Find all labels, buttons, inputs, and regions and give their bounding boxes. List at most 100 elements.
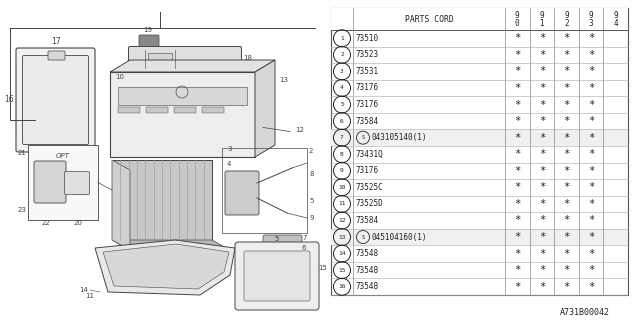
FancyBboxPatch shape bbox=[139, 35, 159, 47]
FancyBboxPatch shape bbox=[244, 251, 310, 301]
Text: OPT: OPT bbox=[56, 153, 70, 159]
FancyBboxPatch shape bbox=[225, 171, 259, 215]
Text: *: * bbox=[514, 199, 520, 209]
Polygon shape bbox=[110, 60, 275, 72]
FancyBboxPatch shape bbox=[22, 55, 88, 145]
Bar bbox=[110, 72, 255, 157]
Bar bbox=[112, 160, 212, 240]
Text: *: * bbox=[563, 249, 570, 259]
FancyBboxPatch shape bbox=[148, 53, 172, 63]
Text: 045104160(1): 045104160(1) bbox=[372, 233, 428, 242]
Text: 13: 13 bbox=[339, 235, 346, 240]
Text: *: * bbox=[514, 33, 520, 43]
Text: *: * bbox=[514, 83, 520, 93]
Text: *: * bbox=[539, 83, 545, 93]
Text: *: * bbox=[563, 282, 570, 292]
Text: *: * bbox=[588, 265, 594, 275]
FancyBboxPatch shape bbox=[129, 46, 241, 71]
Text: *: * bbox=[514, 282, 520, 292]
Text: *: * bbox=[563, 199, 570, 209]
FancyBboxPatch shape bbox=[65, 172, 90, 195]
Text: *: * bbox=[588, 116, 594, 126]
Bar bbox=[28, 145, 98, 220]
Text: 9: 9 bbox=[613, 12, 618, 20]
Text: 22: 22 bbox=[42, 220, 51, 226]
Text: *: * bbox=[539, 67, 545, 76]
Text: A731B00042: A731B00042 bbox=[560, 308, 610, 317]
Text: 3: 3 bbox=[227, 146, 232, 152]
Text: *: * bbox=[588, 133, 594, 143]
Text: *: * bbox=[588, 249, 594, 259]
Text: *: * bbox=[588, 83, 594, 93]
Text: 8: 8 bbox=[340, 152, 344, 157]
Text: 73525C: 73525C bbox=[356, 183, 384, 192]
Text: *: * bbox=[588, 232, 594, 242]
Text: *: * bbox=[539, 215, 545, 226]
Text: *: * bbox=[588, 33, 594, 43]
Text: 14: 14 bbox=[339, 251, 346, 256]
Text: *: * bbox=[514, 215, 520, 226]
Text: *: * bbox=[539, 149, 545, 159]
Text: 73525D: 73525D bbox=[356, 199, 384, 208]
Text: *: * bbox=[514, 265, 520, 275]
Text: 4: 4 bbox=[613, 20, 618, 28]
Text: *: * bbox=[514, 67, 520, 76]
Text: *: * bbox=[539, 199, 545, 209]
Polygon shape bbox=[112, 240, 230, 250]
Bar bbox=[331, 129, 628, 146]
Text: *: * bbox=[514, 100, 520, 109]
Text: 19: 19 bbox=[143, 27, 152, 33]
Text: *: * bbox=[588, 67, 594, 76]
Text: 12: 12 bbox=[339, 218, 346, 223]
Text: *: * bbox=[539, 282, 545, 292]
Bar bbox=[331, 229, 628, 245]
Bar bbox=[118, 107, 140, 113]
Text: *: * bbox=[539, 232, 545, 242]
Text: 043105140(1): 043105140(1) bbox=[372, 133, 428, 142]
FancyBboxPatch shape bbox=[263, 235, 302, 261]
Text: *: * bbox=[563, 116, 570, 126]
Text: *: * bbox=[588, 50, 594, 60]
Text: 17: 17 bbox=[51, 37, 61, 46]
Bar bbox=[202, 107, 224, 113]
Text: 73510: 73510 bbox=[356, 34, 379, 43]
Text: 9: 9 bbox=[589, 12, 593, 20]
Text: 3: 3 bbox=[589, 20, 593, 28]
Text: *: * bbox=[588, 149, 594, 159]
Text: 16: 16 bbox=[4, 95, 14, 105]
Text: S: S bbox=[362, 135, 365, 140]
Polygon shape bbox=[112, 160, 130, 250]
Text: 9: 9 bbox=[564, 12, 569, 20]
Text: *: * bbox=[539, 166, 545, 176]
Text: 7: 7 bbox=[340, 135, 344, 140]
Text: *: * bbox=[563, 100, 570, 109]
Text: 73523: 73523 bbox=[356, 50, 379, 59]
Text: 73531: 73531 bbox=[356, 67, 379, 76]
Text: *: * bbox=[514, 232, 520, 242]
Text: *: * bbox=[563, 50, 570, 60]
Text: 4: 4 bbox=[227, 161, 232, 167]
Text: 2: 2 bbox=[340, 52, 344, 57]
Text: 23: 23 bbox=[17, 207, 26, 213]
Text: *: * bbox=[539, 133, 545, 143]
Text: *: * bbox=[514, 149, 520, 159]
Text: *: * bbox=[539, 100, 545, 109]
Text: 11: 11 bbox=[339, 201, 346, 206]
Text: 3: 3 bbox=[340, 69, 344, 74]
Text: *: * bbox=[514, 50, 520, 60]
Text: *: * bbox=[563, 33, 570, 43]
FancyBboxPatch shape bbox=[34, 161, 66, 203]
Text: 9: 9 bbox=[515, 12, 520, 20]
Text: *: * bbox=[539, 265, 545, 275]
Text: *: * bbox=[563, 149, 570, 159]
Text: 9: 9 bbox=[309, 215, 314, 221]
Text: 5: 5 bbox=[309, 198, 314, 204]
Text: 11: 11 bbox=[86, 293, 95, 299]
Text: *: * bbox=[539, 50, 545, 60]
Text: 15: 15 bbox=[318, 265, 327, 271]
Text: 5: 5 bbox=[275, 236, 279, 242]
Text: *: * bbox=[563, 232, 570, 242]
FancyBboxPatch shape bbox=[16, 48, 95, 152]
Text: *: * bbox=[563, 215, 570, 226]
Text: *: * bbox=[563, 83, 570, 93]
